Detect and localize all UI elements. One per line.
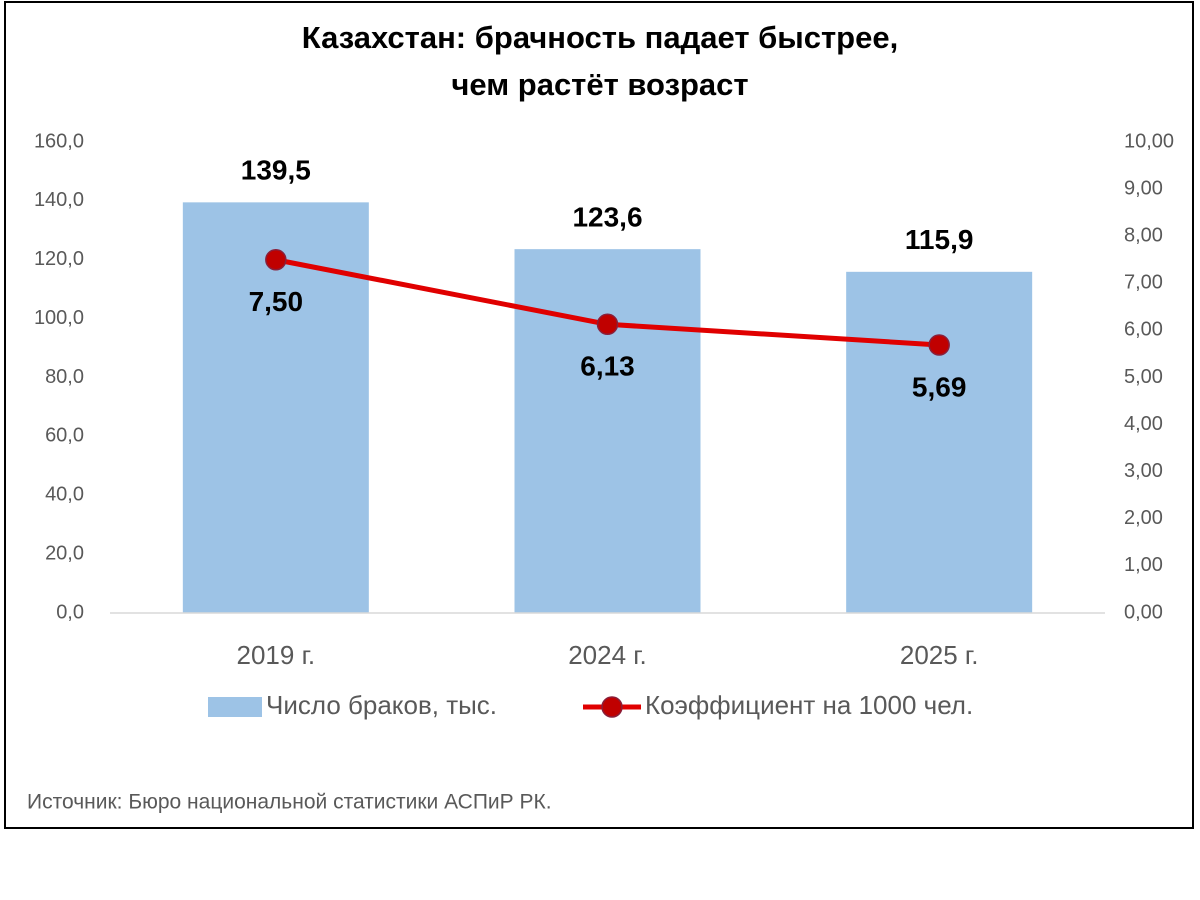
y2-tick-label: 7,00	[1124, 272, 1163, 294]
bar-value-label: 123,6	[572, 202, 642, 233]
y2-tick-label: 4,00	[1124, 413, 1163, 435]
legend-swatch-marker	[601, 696, 623, 718]
y-tick-label: 140,0	[34, 189, 84, 211]
x-tick-label: 2019 г.	[237, 640, 316, 670]
x-tick-label: 2025 г.	[900, 640, 979, 670]
y2-tick-label: 0,00	[1124, 601, 1163, 623]
line-value-label: 6,13	[580, 351, 635, 382]
bar-value-label: 139,5	[241, 155, 311, 186]
y2-tick-label: 6,00	[1124, 319, 1163, 341]
line-marker	[928, 334, 950, 356]
legend-label: Коэффициент на 1000 чел.	[645, 690, 973, 720]
y2-tick-label: 10,00	[1124, 130, 1174, 152]
y-tick-label: 60,0	[45, 425, 84, 447]
source-note: Источник: Бюро национальной статистики А…	[27, 791, 552, 814]
y-tick-label: 100,0	[34, 307, 84, 329]
y2-tick-label: 5,00	[1124, 366, 1163, 388]
y-tick-label: 0,0	[56, 601, 84, 623]
y-tick-label: 80,0	[45, 366, 84, 388]
y2-tick-label: 2,00	[1124, 507, 1163, 529]
bar	[846, 271, 1033, 613]
y2-tick-label: 1,00	[1124, 554, 1163, 576]
line-marker	[596, 313, 619, 336]
y-tick-label: 40,0	[45, 484, 84, 506]
y-tick-label: 160,0	[34, 130, 84, 152]
line-value-label: 7,50	[249, 286, 304, 317]
chart-title: чем растёт возраст	[451, 67, 748, 102]
bar	[514, 249, 701, 613]
line-value-label: 5,69	[912, 371, 967, 402]
y2-tick-label: 8,00	[1124, 224, 1163, 246]
x-tick-label: 2024 г.	[568, 640, 647, 670]
y-tick-label: 20,0	[45, 542, 84, 564]
bar-value-label: 115,9	[905, 224, 974, 255]
chart-title: Казахстан: брачность падает быстрее,	[302, 20, 898, 55]
y2-tick-label: 9,00	[1124, 177, 1163, 199]
line-marker	[265, 249, 287, 271]
legend-swatch	[208, 697, 262, 717]
y-tick-label: 120,0	[34, 248, 84, 270]
legend-label: Число браков, тыс.	[266, 690, 497, 720]
y2-tick-label: 3,00	[1124, 460, 1163, 482]
